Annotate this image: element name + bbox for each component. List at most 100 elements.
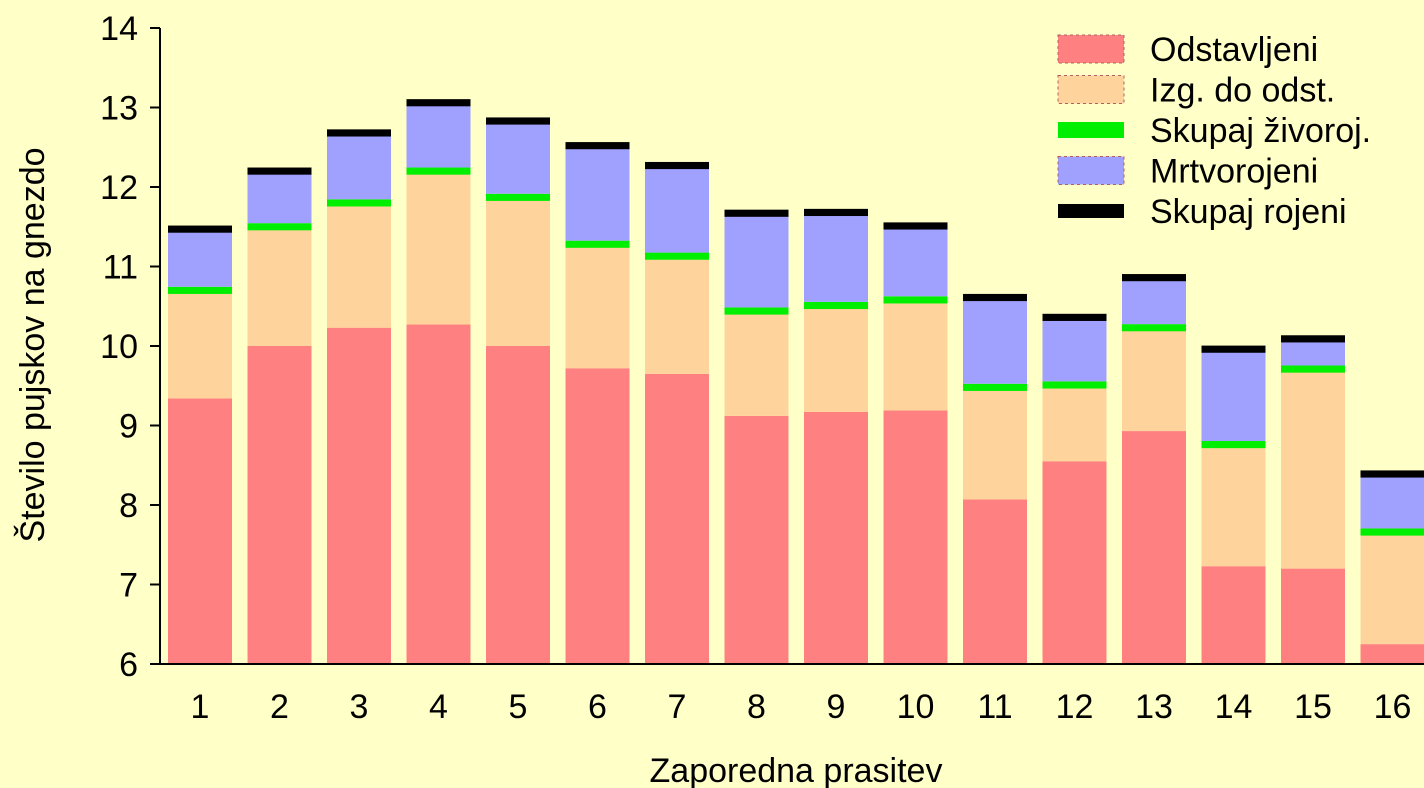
y-tick-label-7: 7: [119, 567, 138, 605]
mrtvorojeni-bar-15: [1281, 341, 1345, 366]
x-tick-label-7: 7: [668, 688, 687, 726]
mrtvorojeni-bar-8: [724, 215, 789, 308]
odstavljeni-bar-2: [247, 346, 312, 664]
izg-do-odst-bar-4: [406, 171, 471, 325]
skupaj-zivoroj-bar-4: [406, 167, 471, 175]
izg-do-odst-bar-11: [963, 387, 1027, 500]
skupaj-zivoroj-bar-3: [327, 199, 391, 207]
skupaj-zivoroj-bar-15: [1281, 365, 1345, 373]
odstavljeni-bar-13: [1122, 431, 1186, 664]
skupaj-zivoroj-bar-9: [804, 301, 868, 310]
odstavljeni-bar-16: [1360, 644, 1424, 664]
x-tick-label-5: 5: [509, 688, 528, 726]
y-tick-label-12: 12: [100, 169, 138, 207]
skupaj-zivoroj-bar-13: [1122, 324, 1186, 332]
skupaj-zivoroj-bar-2: [247, 223, 312, 231]
x-tick-label-9: 9: [827, 688, 846, 726]
izg-do-odst-bar-8: [724, 311, 789, 416]
izg-do-odst-bar-6: [565, 244, 630, 369]
x-axis-title: Zaporedna prasitev: [650, 752, 943, 788]
izg-do-odst-bar-12: [1042, 384, 1107, 462]
skupaj-rojeni-bar-2: [247, 167, 312, 175]
izg-do-odst-bar-7: [645, 256, 709, 374]
izg-do-odst-bar-2: [247, 226, 312, 346]
skupaj-zivoroj-bar-6: [565, 240, 630, 248]
y-tick-label-13: 13: [100, 90, 138, 128]
skupaj-rojeni-bar-7: [645, 161, 709, 170]
skupaj-rojeni-bar-3: [327, 129, 391, 137]
mrtvorojeni-bar-14: [1201, 351, 1266, 442]
skupaj-zivoroj-bar-16: [1360, 528, 1424, 536]
mrtvorojeni-bar-4: [406, 105, 471, 168]
mrtvorojeni-bar-13: [1122, 280, 1186, 325]
odstavljeni-bar-4: [406, 324, 471, 664]
legend-swatch-5: [1058, 204, 1124, 218]
y-tick-label-14: 14: [100, 10, 138, 48]
skupaj-zivoroj-bar-11: [963, 383, 1027, 391]
skupaj-zivoroj-bar-1: [168, 286, 232, 294]
skupaj-rojeni-bar-10: [883, 222, 948, 230]
mrtvorojeni-bar-11: [963, 299, 1027, 384]
x-tick-label-6: 6: [588, 688, 607, 726]
izg-do-odst-bar-1: [168, 290, 232, 399]
mrtvorojeni-bar-10: [883, 228, 948, 297]
skupaj-zivoroj-bar-12: [1042, 381, 1107, 389]
y-tick-label-11: 11: [103, 249, 138, 287]
x-tick-label-11: 11: [977, 688, 1012, 726]
skupaj-rojeni-bar-6: [565, 142, 630, 150]
x-tick-label-10: 10: [897, 688, 935, 726]
x-tick-label-14: 14: [1215, 688, 1253, 726]
legend-swatch-3: [1058, 122, 1124, 138]
odstavljeni-bar-11: [963, 499, 1027, 664]
skupaj-rojeni-bar-16: [1360, 470, 1424, 478]
x-tick-label-2: 2: [270, 688, 289, 726]
mrtvorojeni-bar-9: [804, 214, 868, 302]
izg-do-odst-bar-3: [327, 202, 391, 328]
mrtvorojeni-bar-6: [565, 148, 630, 241]
skupaj-rojeni-bar-4: [406, 99, 471, 107]
legend-swatch-2: [1057, 75, 1125, 104]
y-tick-label-9: 9: [119, 408, 138, 446]
skupaj-rojeni-bar-1: [168, 225, 232, 233]
x-tick-label-1: 1: [191, 688, 210, 726]
y-tick-label-8: 8: [119, 487, 138, 525]
izg-do-odst-bar-9: [804, 305, 868, 412]
skupaj-rojeni-bar-9: [804, 208, 868, 217]
y-tick-label-6: 6: [119, 646, 138, 684]
mrtvorojeni-bar-12: [1042, 319, 1107, 382]
odstavljeni-bar-7: [645, 373, 709, 664]
izg-do-odst-bar-5: [486, 197, 550, 346]
odstavljeni-bar-9: [804, 411, 868, 664]
mrtvorojeni-bar-3: [327, 135, 391, 200]
skupaj-rojeni-bar-13: [1122, 274, 1186, 282]
skupaj-rojeni-bar-8: [724, 209, 789, 217]
mrtvorojeni-bar-5: [486, 123, 550, 194]
x-tick-label-16: 16: [1374, 688, 1412, 726]
skupaj-zivoroj-bar-8: [724, 307, 789, 315]
mrtvorojeni-bar-1: [168, 231, 232, 287]
legend-label-4: Mrtvorojeni: [1150, 153, 1318, 191]
skupaj-zivoroj-bar-10: [883, 296, 948, 304]
skupaj-zivoroj-bar-14: [1201, 441, 1266, 449]
x-tick-label-3: 3: [350, 688, 369, 726]
odstavljeni-bar-8: [724, 415, 789, 664]
mrtvorojeni-bar-7: [645, 167, 709, 253]
skupaj-rojeni-bar-11: [963, 293, 1027, 302]
mrtvorojeni-bar-16: [1360, 476, 1424, 529]
skupaj-rojeni-bar-15: [1281, 335, 1345, 343]
skupaj-zivoroj-bar-5: [486, 193, 550, 201]
x-tick-label-13: 13: [1135, 688, 1173, 726]
x-tick-label-4: 4: [429, 688, 448, 726]
odstavljeni-bar-12: [1042, 461, 1107, 664]
izg-do-odst-bar-16: [1360, 532, 1424, 645]
odstavljeni-bar-5: [486, 346, 550, 664]
izg-do-odst-bar-13: [1122, 327, 1186, 432]
legend-swatch-1: [1057, 34, 1125, 64]
odstavljeni-bar-14: [1201, 566, 1266, 664]
y-axis-title: Število pujskov na gnezdo: [14, 147, 52, 542]
odstavljeni-bar-1: [168, 398, 232, 664]
skupaj-rojeni-bar-5: [486, 117, 550, 125]
legend-swatch-4: [1057, 156, 1125, 185]
